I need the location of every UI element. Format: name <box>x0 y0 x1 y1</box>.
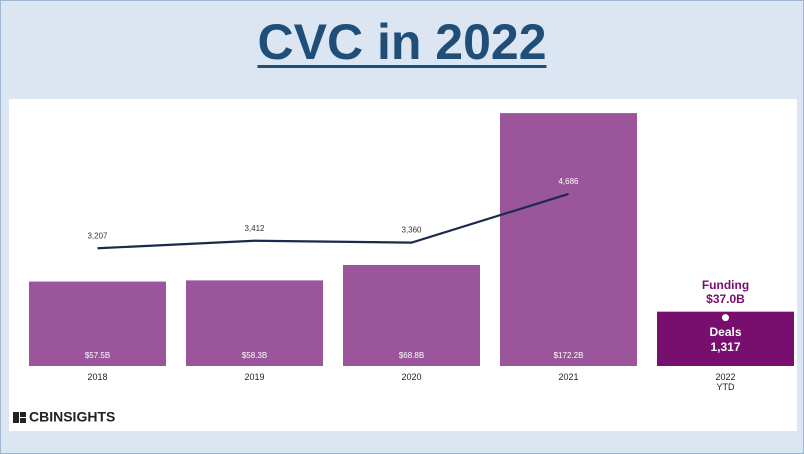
legend-label: Funding <box>702 278 749 292</box>
chart-title: CVC in 2022 <box>257 14 547 70</box>
point <box>722 314 729 322</box>
value-label: 3,207 <box>87 231 108 240</box>
x-tick-label: 2018 <box>87 372 108 382</box>
logo-icon <box>13 412 26 423</box>
value-label: $57.5B <box>85 351 110 360</box>
line <box>97 192 569 250</box>
bar <box>186 280 323 366</box>
value-label: $37.0B <box>706 292 745 306</box>
x-tick-label: 2021 <box>558 372 579 382</box>
value-label: 1,317 <box>710 340 740 354</box>
value-label: 3,360 <box>401 226 422 235</box>
bar <box>29 281 166 366</box>
value-label: 3,412 <box>244 224 265 233</box>
x-tick-label: 2019 <box>244 372 265 382</box>
value-label: 4,686 <box>558 177 579 186</box>
legend-label: Deals <box>709 325 741 339</box>
x-tick-label: 2020 <box>401 372 422 382</box>
bar <box>500 113 637 366</box>
value-label: $58.3B <box>242 351 267 360</box>
value-label: $68.8B <box>399 351 424 360</box>
value-label: $172.2B <box>554 351 584 360</box>
x-tick-label: 2022 YTD <box>715 372 736 392</box>
logo: CBINSIGHTS <box>29 409 115 425</box>
bar <box>343 264 480 366</box>
